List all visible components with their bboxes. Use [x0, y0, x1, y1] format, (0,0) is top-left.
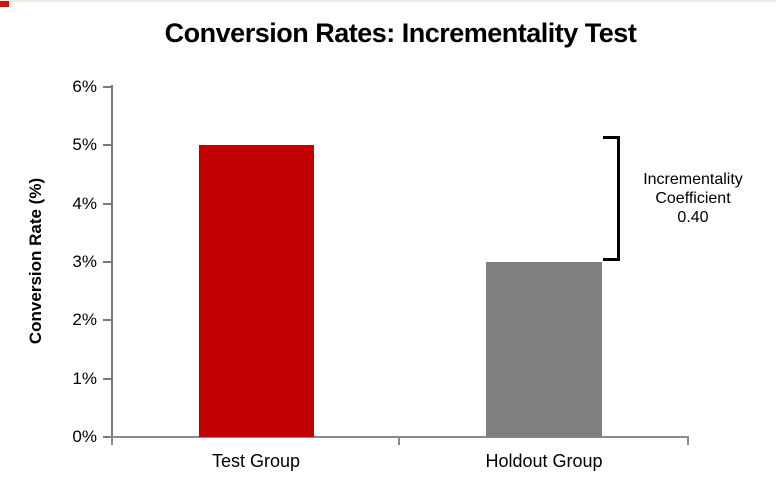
x-axis-tick	[687, 437, 689, 445]
y-tick-label: 6%	[72, 77, 97, 96]
y-tick-label: 1%	[72, 368, 97, 388]
annotation-coefficient-value: 0.40	[677, 209, 709, 226]
window-top-border	[0, 0, 776, 2]
y-axis-tick	[103, 436, 111, 438]
y-axis-tick	[103, 377, 111, 380]
difference-bracket	[603, 136, 620, 261]
y-axis-tick	[103, 319, 111, 322]
category-label-test-group: Test Group	[211, 451, 301, 471]
annotation-line: Incrementality	[643, 171, 743, 188]
x-axis-tick	[398, 437, 400, 445]
incrementality-annotation: Incrementality Coefficient 0.40	[627, 170, 759, 227]
annotation-line: Coefficient	[655, 190, 731, 207]
y-tick-label: 3%	[72, 252, 97, 271]
y-axis-tick	[103, 202, 111, 205]
x-axis-line	[111, 436, 689, 438]
y-tick-label: 4%	[72, 193, 97, 213]
chart-title: Conversion Rates: Incrementality Test	[164, 18, 637, 48]
y-tick-label: 0%	[72, 427, 97, 446]
y-axis-tick	[103, 144, 111, 147]
y-axis-tick	[103, 86, 111, 88]
category-label-holdout-group: Holdout Group	[485, 451, 603, 471]
y-axis-line	[111, 85, 113, 438]
bar-holdout-group	[486, 262, 602, 437]
x-axis-tick	[111, 437, 113, 445]
record-indicator-mark	[0, 1, 9, 7]
bar-test-group	[199, 145, 314, 437]
y-tick-label: 5%	[72, 135, 97, 155]
y-axis-tick	[103, 261, 111, 263]
y-axis-title: Conversion Rate (%)	[26, 177, 45, 345]
y-tick-label: 2%	[72, 310, 97, 330]
